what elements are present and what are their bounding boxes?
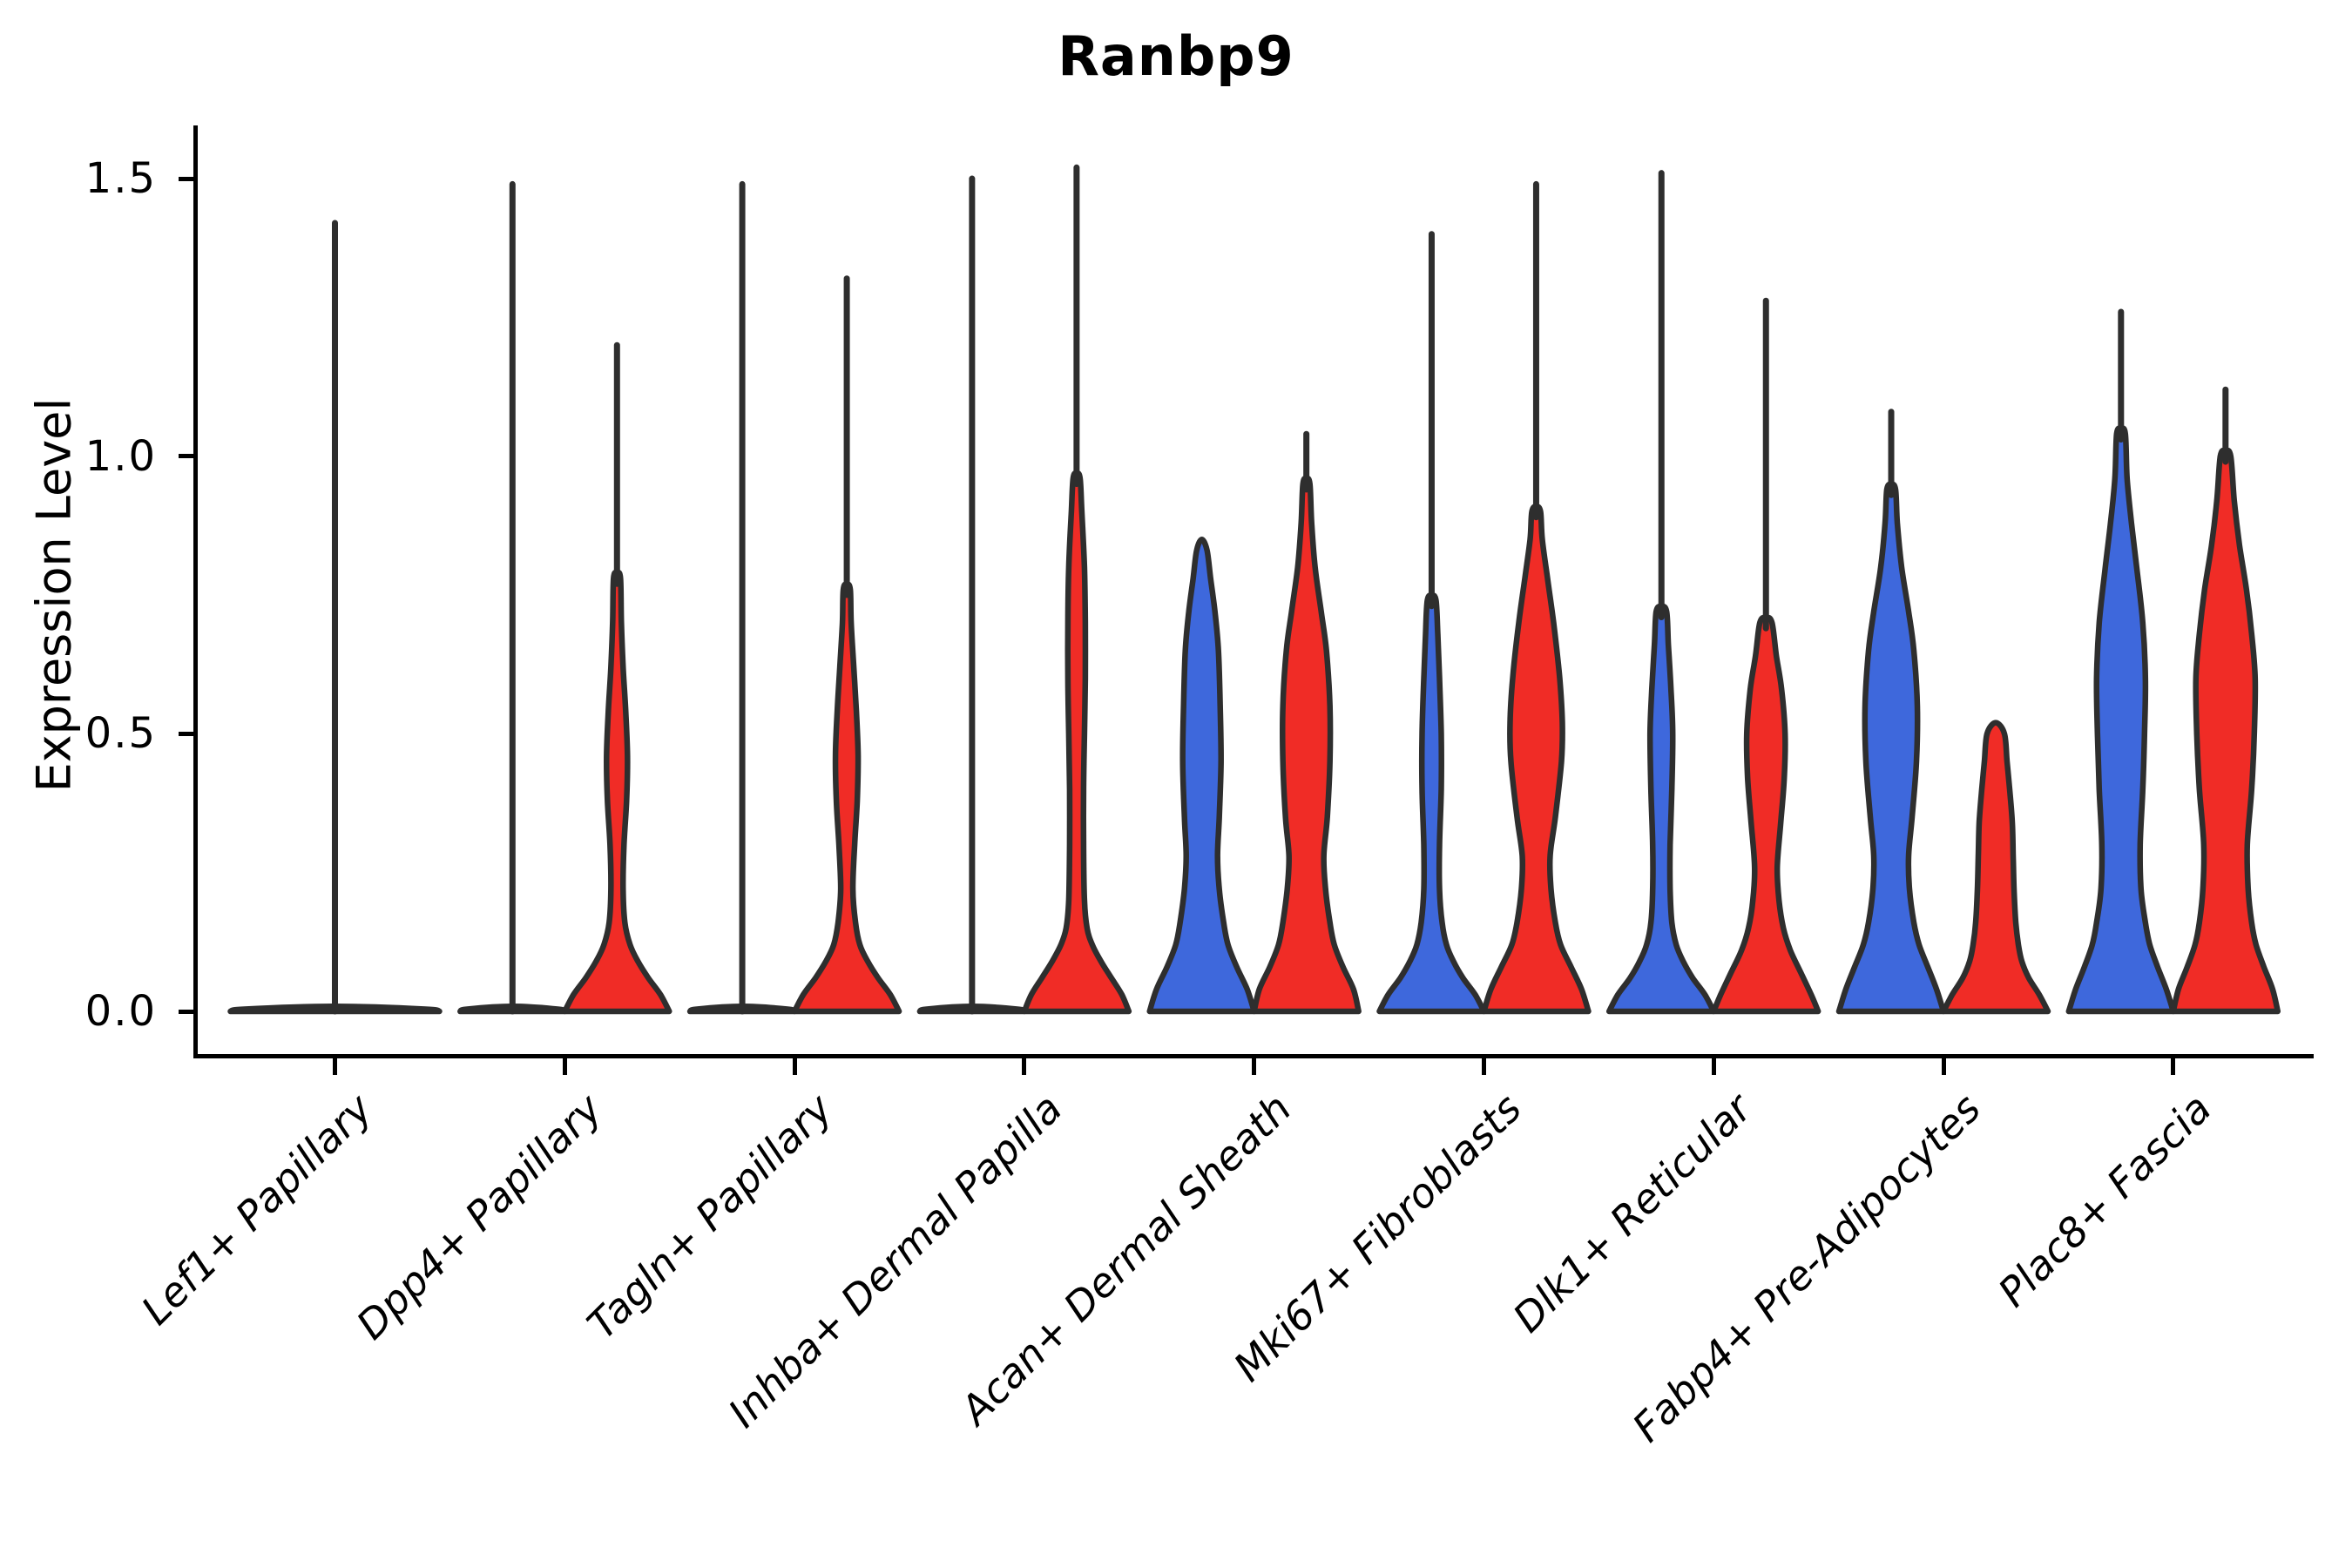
x-tick-mark bbox=[1941, 1056, 1946, 1075]
x-tick-mark bbox=[1711, 1056, 1716, 1075]
y-tick-label: 0.5 bbox=[84, 709, 157, 759]
violin-shape bbox=[2065, 425, 2177, 1015]
chart-title: Ranbp9 bbox=[1058, 24, 1294, 88]
violin-shape bbox=[1251, 476, 1362, 1015]
x-tick-mark bbox=[792, 1056, 797, 1075]
violin-shape bbox=[1146, 537, 1257, 1015]
y-tick-mark bbox=[179, 454, 198, 459]
violin-shape bbox=[562, 570, 672, 1015]
y-tick-mark bbox=[179, 731, 198, 736]
violin-shape bbox=[1710, 614, 1821, 1015]
violin-shape bbox=[1481, 504, 1592, 1015]
x-tick-mark bbox=[1022, 1056, 1027, 1075]
y-tick-label: 1.5 bbox=[84, 154, 157, 204]
violin-shape bbox=[1940, 720, 2051, 1015]
x-tick-mark bbox=[1481, 1056, 1486, 1075]
violin-shape bbox=[2170, 447, 2281, 1015]
y-axis-spine bbox=[193, 125, 198, 1058]
y-tick-label: 1.0 bbox=[84, 431, 157, 481]
y-tick-mark bbox=[179, 1009, 198, 1014]
violin-shape bbox=[1605, 603, 1717, 1015]
violin-shape bbox=[1021, 470, 1132, 1015]
x-tick-mark bbox=[562, 1056, 567, 1075]
x-tick-mark bbox=[333, 1056, 337, 1075]
y-tick-label: 0.0 bbox=[84, 987, 157, 1036]
violin-shape bbox=[791, 581, 902, 1015]
x-tick-mark bbox=[1252, 1056, 1257, 1075]
x-tick-mark bbox=[2171, 1056, 2176, 1075]
violin-shape bbox=[1376, 592, 1487, 1015]
y-tick-mark bbox=[179, 176, 198, 181]
violin-shape bbox=[1835, 481, 1947, 1015]
